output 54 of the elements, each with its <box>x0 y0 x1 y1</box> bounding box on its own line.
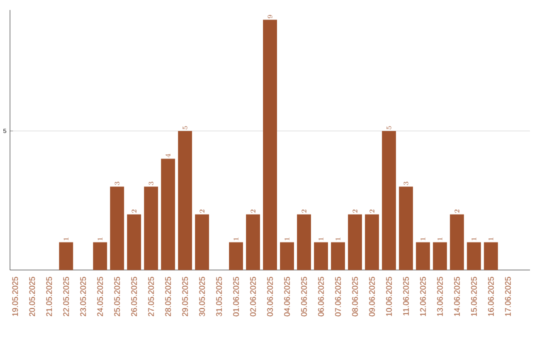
bar <box>229 242 244 270</box>
x-tick-label: 19.05.2025 <box>12 276 18 316</box>
x-tick-label: 20.05.2025 <box>29 276 35 316</box>
bar <box>93 242 108 270</box>
bar <box>484 242 498 270</box>
bar <box>330 242 345 270</box>
bar <box>348 214 362 270</box>
x-tick-label: 09.06.2025 <box>369 276 375 316</box>
bar <box>195 214 210 270</box>
x-tick-label: 17.06.2025 <box>505 276 511 316</box>
bar <box>416 242 430 270</box>
x-tick-label: 03.06.2025 <box>267 276 273 316</box>
bar <box>398 186 413 270</box>
x-tick-label: 24.05.2025 <box>97 276 103 316</box>
bar <box>364 214 379 270</box>
bar <box>161 158 176 270</box>
x-tick-label: 27.05.2025 <box>148 276 154 316</box>
x-tick-label: 25.05.2025 <box>114 276 120 316</box>
x-tick-label: 05.06.2025 <box>301 276 307 316</box>
bar <box>110 186 124 270</box>
x-tick-label: 02.06.2025 <box>250 276 256 316</box>
x-tick-label: 21.05.2025 <box>46 276 52 316</box>
x-tick-label: 14.06.2025 <box>454 276 460 316</box>
bar <box>178 130 192 270</box>
x-tick-label: 01.06.2025 <box>233 276 239 316</box>
bar <box>432 242 447 270</box>
x-tick-label: 15.06.2025 <box>471 276 477 316</box>
bar <box>280 242 294 270</box>
bar <box>263 20 278 270</box>
x-tick-label: 16.06.2025 <box>488 276 494 316</box>
x-tick-label: 07.06.2025 <box>335 276 341 316</box>
x-tick-label: 13.06.2025 <box>437 276 443 316</box>
x-tick-label: 08.06.2025 <box>352 276 358 316</box>
bar <box>59 242 74 270</box>
x-tick-label: 23.05.2025 <box>80 276 86 316</box>
x-tick-label: 11.06.2025 <box>403 276 409 316</box>
bar <box>382 130 396 270</box>
x-tick-label: 22.05.2025 <box>63 276 69 316</box>
bar <box>296 214 311 270</box>
x-tick-label: 29.05.2025 <box>182 276 188 316</box>
x-tick-label: 30.05.2025 <box>199 276 205 316</box>
x-tick-label: 26.05.2025 <box>131 276 137 316</box>
bar <box>127 214 142 270</box>
bar <box>144 186 158 270</box>
x-tick-label: 10.06.2025 <box>386 276 392 316</box>
bar <box>314 242 328 270</box>
bar <box>466 242 481 270</box>
bar <box>246 214 260 270</box>
x-tick-label: 31.05.2025 <box>216 276 222 316</box>
x-tick-label: 06.06.2025 <box>318 276 324 316</box>
x-tick-label: 04.06.2025 <box>284 276 290 316</box>
x-tick-label: 12.06.2025 <box>420 276 426 316</box>
x-tick-label: 28.05.2025 <box>165 276 171 316</box>
bar <box>450 214 464 270</box>
